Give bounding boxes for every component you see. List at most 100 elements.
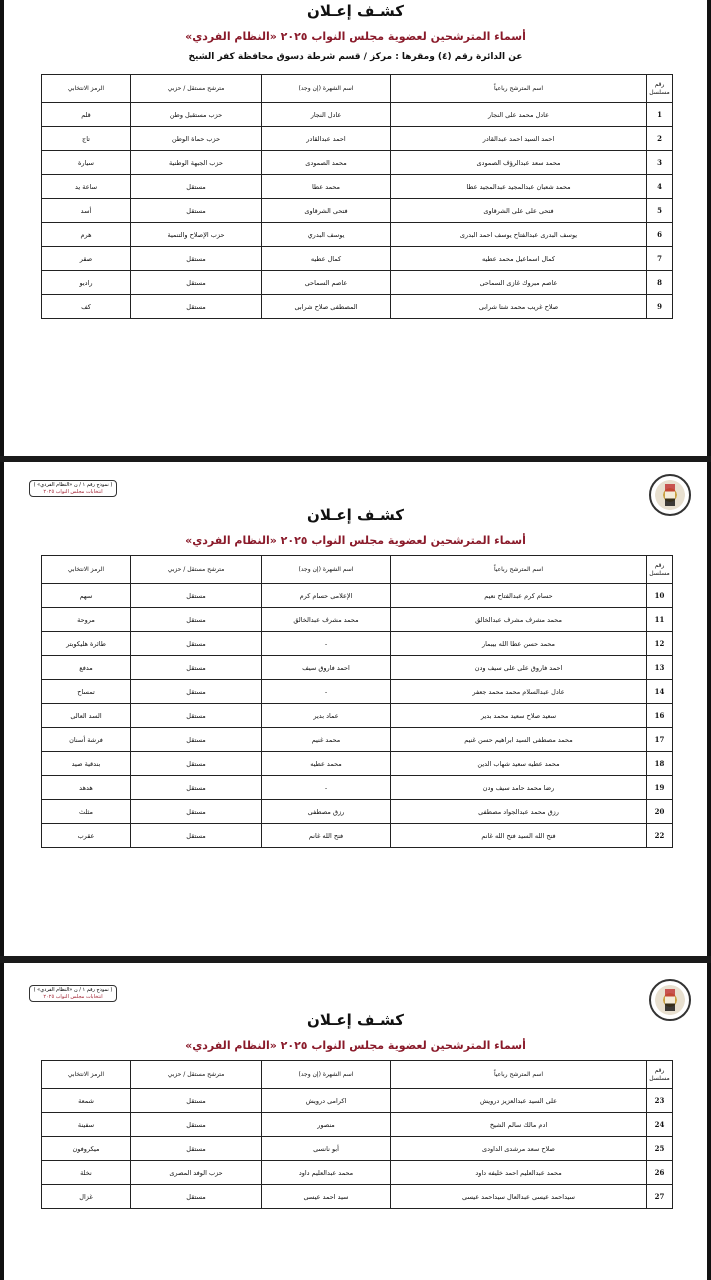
table-row: 2 احمد السيد احمد عبدالقادر احمد عبدالقادر… — [41, 126, 673, 151]
table-row: 22 فتح الله السيد فتح الله غانم فتح الله غ… — [41, 823, 673, 848]
table-row: 6 يوسف البدرى عبدالفتاح يوسف احمد البدرى ي… — [41, 222, 673, 247]
candidates-table: رقم مسلسل اسم المترشح رباعياً اسم الشهرة (… — [41, 555, 673, 848]
cell-nickname: محمد الصمودى — [261, 150, 391, 175]
cell-num: 16 — [646, 703, 673, 728]
cell-name: احمد السيد احمد عبدالقادر — [390, 126, 647, 151]
cell-num: 3 — [646, 150, 673, 175]
cell-type: حزب حماة الوطن — [130, 126, 262, 151]
cell-name: محمد حسن عطا الله بيبمار — [390, 631, 647, 656]
cell-symbol: تمساح — [41, 679, 131, 704]
header-nickname: اسم الشهرة (إن وجد) — [261, 74, 391, 103]
cell-nickname: اكرامى درويش — [261, 1088, 391, 1113]
page-subtitle: أسماء المترشحين لعضوية مجلس النواب ٢٠٢٥ … — [185, 30, 526, 43]
header-symbol: الرمز الانتخابي — [41, 555, 131, 584]
cell-nickname: المصطفى صلاح شرابى — [261, 294, 391, 319]
table-row: 18 محمد عطيه سعيد شهاب الدين محمد عطيه مستق… — [41, 751, 673, 776]
header-num: رقم مسلسل — [646, 555, 673, 584]
cell-nickname: محمد مشرف عبدالخالق — [261, 607, 391, 632]
cell-num: 13 — [646, 655, 673, 680]
page-title: كشـف إعـلان — [307, 506, 404, 524]
table-row: 14 عادل عبدالسلام محمد محمد جعفر - مستقل تمس… — [41, 679, 673, 704]
cell-num: 20 — [646, 799, 673, 824]
cell-nickname: احمد عبدالقادر — [261, 126, 391, 151]
table-row: 3 محمد سعد عبدالرؤف الصمودى محمد الصمودى حز… — [41, 150, 673, 175]
table-row: 11 محمد مشرف مشرف عبدالخالق محمد مشرف عبدا… — [41, 607, 673, 632]
header-name: اسم المترشح رباعياً — [390, 555, 647, 584]
cell-nickname: - — [261, 775, 391, 800]
cell-nickname: محمد عطا — [261, 174, 391, 199]
page-3: ( نموذج رقم ١ / ن «النظام الفردي» ) انتخا… — [0, 963, 711, 1280]
cell-type: مستقل — [130, 823, 262, 848]
cell-nickname: - — [261, 679, 391, 704]
cell-nickname: محمد غنيم — [261, 727, 391, 752]
table-row: 20 رزق محمد عبدالجواد مصطفى رزق مصطفى مستقل… — [41, 799, 673, 824]
header-name: اسم المترشح رباعياً — [390, 1060, 647, 1089]
cell-nickname: عاصم السماحى — [261, 270, 391, 295]
cell-symbol: قلم — [41, 102, 131, 127]
cell-name: على السيد عبدالعزيز درويش — [390, 1088, 647, 1113]
cell-name: محمد عطيه سعيد شهاب الدين — [390, 751, 647, 776]
cell-symbol: نخلة — [41, 1160, 131, 1185]
page-subtitle: أسماء المترشحين لعضوية مجلس النواب ٢٠٢٥ … — [185, 1039, 526, 1052]
header-num: رقم مسلسل — [646, 74, 673, 103]
form-badge: ( نموذج رقم ١ / ن «النظام الفردي» ) انتخا… — [29, 985, 117, 1002]
table-row: 5 فتحى على على الشرقاوى فتحى الشرقاوى مستقل… — [41, 198, 673, 223]
table-row: 19 رضا محمد حامد سيف ودن - مستقل هدهد — [41, 775, 673, 800]
cell-type: مستقل — [130, 1136, 262, 1161]
cell-name: محمد مصطفى السيد ابراهيم حسن غنيم — [390, 727, 647, 752]
table-row: 8 عاصم مبروك غازى السماحى عاصم السماحى مستق… — [41, 270, 673, 295]
table-row: 16 سعيد صلاح سعيد محمد بدير عماد بدير مستقل… — [41, 703, 673, 728]
header-row: رقم مسلسل اسم المترشح رباعياً اسم الشهرة (… — [41, 74, 673, 103]
cell-name: عاصم مبروك غازى السماحى — [390, 270, 647, 295]
page-2: ( نموذج رقم ١ / ن «النظام الفردي» ) انتخا… — [0, 462, 711, 956]
cell-name: محمد شعبان عبدالمجيد عبدالمجيد عطا — [390, 174, 647, 199]
egypt-emblem-logo — [649, 474, 691, 516]
cell-name: محمد عبدالعليم احمد خليفه داود — [390, 1160, 647, 1185]
cell-symbol: طائرة هليكوبتر — [41, 631, 131, 656]
cell-nickname: كمال عطيه — [261, 246, 391, 271]
cell-nickname: عادل النجار — [261, 102, 391, 127]
cell-type: مستقل — [130, 607, 262, 632]
header-symbol: الرمز الانتخابي — [41, 1060, 131, 1089]
cell-nickname: سيد احمد عيسى — [261, 1184, 391, 1209]
table-row: 12 محمد حسن عطا الله بيبمار - مستقل طائرة هل… — [41, 631, 673, 656]
cell-nickname: رزق مصطفى — [261, 799, 391, 824]
cell-type: مستقل — [130, 1112, 262, 1137]
cell-num: 23 — [646, 1088, 673, 1113]
badge-line2: انتخابات مجلس النواب ٢٠٢٥ — [43, 489, 103, 495]
table-row: 9 صلاح غريب محمد شتا شرابى المصطفى صلاح شر… — [41, 294, 673, 319]
cell-symbol: أسد — [41, 198, 131, 223]
cell-nickname: فتح الله غانم — [261, 823, 391, 848]
cell-nickname: محمد عطيه — [261, 751, 391, 776]
cell-num: 2 — [646, 126, 673, 151]
cell-symbol: سفينة — [41, 1112, 131, 1137]
table-row: 26 محمد عبدالعليم احمد خليفه داود محمد عبد… — [41, 1160, 673, 1185]
cell-symbol: مدفع — [41, 655, 131, 680]
cell-type: حزب مستقبل وطن — [130, 102, 262, 127]
cell-type: مستقل — [130, 270, 262, 295]
cell-num: 6 — [646, 222, 673, 247]
cell-nickname: أبو نانسى — [261, 1136, 391, 1161]
badge-line1: ( نموذج رقم ١ / ن «النظام الفردي» ) — [33, 987, 113, 993]
table-row: 7 كمال اسماعيل محمد عطيه كمال عطيه مستقل صقر — [41, 246, 673, 271]
cell-symbol: عقرب — [41, 823, 131, 848]
cell-num: 8 — [646, 270, 673, 295]
cell-type: مستقل — [130, 727, 262, 752]
cell-symbol: تاج — [41, 126, 131, 151]
cell-type: مستقل — [130, 583, 262, 608]
cell-nickname: الإعلامى حسام كرم — [261, 583, 391, 608]
table-row: 10 حسام كرم عبدالفتاح نعيم الإعلامى حسام ك… — [41, 583, 673, 608]
table-row: 23 على السيد عبدالعزيز درويش اكرامى درويش م… — [41, 1088, 673, 1113]
cell-type: حزب الإصلاح والتنمية — [130, 222, 262, 247]
candidates-table: رقم مسلسل اسم المترشح رباعياً اسم الشهرة (… — [41, 1060, 673, 1209]
cell-name: محمد سعد عبدالرؤف الصمودى — [390, 150, 647, 175]
cell-nickname: عماد بدير — [261, 703, 391, 728]
table-row: 25 صلاح سعد مرشدى الداودى أبو نانسى مستقل مي… — [41, 1136, 673, 1161]
cell-symbol: ساعة يد — [41, 174, 131, 199]
cell-num: 7 — [646, 246, 673, 271]
cell-num: 22 — [646, 823, 673, 848]
cell-name: رزق محمد عبدالجواد مصطفى — [390, 799, 647, 824]
cell-name: حسام كرم عبدالفتاح نعيم — [390, 583, 647, 608]
cell-num: 19 — [646, 775, 673, 800]
cell-symbol: ميكروفون — [41, 1136, 131, 1161]
